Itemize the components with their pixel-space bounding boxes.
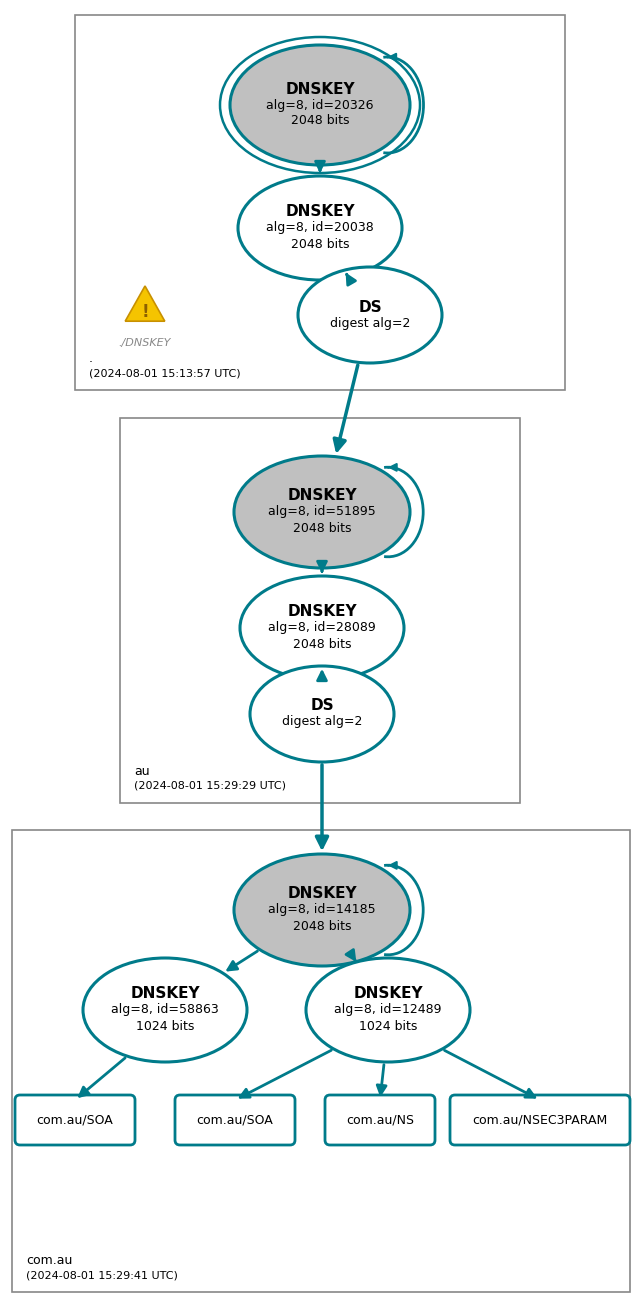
Text: DS: DS	[358, 299, 382, 315]
Text: alg=8, id=20038: alg=8, id=20038	[266, 222, 374, 235]
FancyBboxPatch shape	[120, 419, 520, 803]
Text: alg=8, id=14185: alg=8, id=14185	[268, 904, 376, 917]
FancyBboxPatch shape	[75, 14, 565, 390]
Ellipse shape	[250, 666, 394, 762]
Ellipse shape	[234, 854, 410, 966]
Text: alg=8, id=51895: alg=8, id=51895	[268, 505, 376, 518]
Text: DS: DS	[310, 698, 334, 714]
Text: au: au	[134, 765, 150, 778]
Text: digest alg=2: digest alg=2	[330, 316, 410, 329]
Text: 1024 bits: 1024 bits	[136, 1019, 194, 1033]
Text: ./DNSKEY: ./DNSKEY	[119, 338, 171, 348]
FancyBboxPatch shape	[12, 830, 630, 1292]
Text: (2024-08-01 15:29:29 UTC): (2024-08-01 15:29:29 UTC)	[134, 781, 286, 791]
Ellipse shape	[240, 576, 404, 680]
Text: DNSKEY: DNSKEY	[287, 887, 357, 901]
Text: DNSKEY: DNSKEY	[130, 987, 200, 1001]
Ellipse shape	[230, 45, 410, 165]
Text: (2024-08-01 15:13:57 UTC): (2024-08-01 15:13:57 UTC)	[89, 367, 240, 378]
Text: DNSKEY: DNSKEY	[285, 205, 355, 219]
Text: !: !	[141, 303, 149, 321]
Text: .: .	[89, 352, 93, 365]
Text: com.au/NS: com.au/NS	[346, 1114, 414, 1127]
FancyBboxPatch shape	[325, 1096, 435, 1145]
Ellipse shape	[238, 176, 402, 279]
Text: com.au/NSEC3PARAM: com.au/NSEC3PARAM	[473, 1114, 608, 1127]
Text: com.au/SOA: com.au/SOA	[37, 1114, 113, 1127]
Ellipse shape	[306, 958, 470, 1061]
Text: digest alg=2: digest alg=2	[282, 715, 362, 728]
Text: 2048 bits: 2048 bits	[291, 114, 349, 127]
Text: DNSKEY: DNSKEY	[287, 605, 357, 619]
Polygon shape	[125, 286, 165, 321]
Text: alg=8, id=28089: alg=8, id=28089	[268, 622, 376, 635]
Text: com.au/SOA: com.au/SOA	[197, 1114, 273, 1127]
Text: DNSKEY: DNSKEY	[353, 987, 423, 1001]
Text: 2048 bits: 2048 bits	[293, 521, 351, 534]
Text: alg=8, id=58863: alg=8, id=58863	[111, 1004, 219, 1017]
Text: 1024 bits: 1024 bits	[359, 1019, 417, 1033]
Text: (2024-08-01 15:29:41 UTC): (2024-08-01 15:29:41 UTC)	[26, 1270, 178, 1281]
FancyBboxPatch shape	[15, 1096, 135, 1145]
Text: DNSKEY: DNSKEY	[287, 488, 357, 504]
Text: 2048 bits: 2048 bits	[293, 638, 351, 651]
Text: 2048 bits: 2048 bits	[293, 920, 351, 933]
Ellipse shape	[298, 268, 442, 363]
Ellipse shape	[83, 958, 247, 1061]
Text: 2048 bits: 2048 bits	[291, 237, 349, 251]
Text: DNSKEY: DNSKEY	[285, 81, 355, 97]
Text: com.au: com.au	[26, 1254, 73, 1267]
Ellipse shape	[234, 457, 410, 568]
Text: alg=8, id=20326: alg=8, id=20326	[266, 98, 374, 112]
FancyBboxPatch shape	[175, 1096, 295, 1145]
FancyBboxPatch shape	[450, 1096, 630, 1145]
Text: alg=8, id=12489: alg=8, id=12489	[334, 1004, 442, 1017]
